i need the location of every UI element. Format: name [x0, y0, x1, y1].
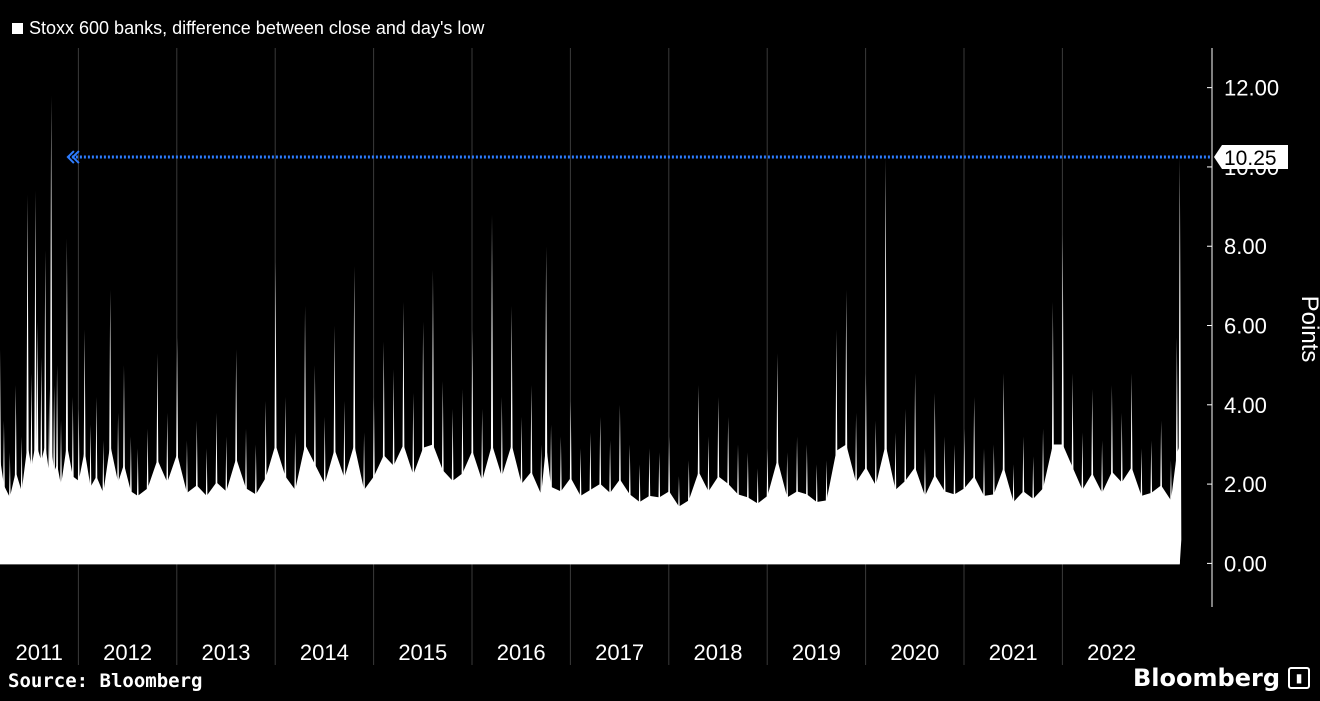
brand-logo: Bloomberg ▮	[1133, 664, 1310, 692]
x-tick-label-2012: 2012	[103, 640, 152, 665]
brand-name: Bloomberg	[1133, 664, 1280, 692]
y-axis-title: Points	[1296, 296, 1320, 363]
legend-label: Stoxx 600 banks, difference between clos…	[29, 18, 485, 38]
reference-arrow-icon	[66, 150, 80, 164]
vertical-gridlines	[77, 48, 1063, 665]
x-tick-label-2011: 2011	[16, 640, 63, 665]
legend-swatch	[12, 23, 23, 34]
y-tick-label-12.00: 12.00	[1224, 76, 1279, 101]
y-tick-label-2.00: 2.00	[1224, 472, 1267, 497]
series-base	[0, 444, 1180, 564]
x-tick-label-2013: 2013	[202, 640, 251, 665]
x-tick-label-2022: 2022	[1087, 640, 1136, 665]
legend: Stoxx 600 banks, difference between clos…	[12, 18, 484, 39]
reference-label: 10.25	[1214, 145, 1288, 170]
x-axis-labels: 2011 2012 2013 2014 2015 2016 2017 2018 2019 2020…	[16, 640, 1137, 665]
y-tick-label-6.00: 6.00	[1224, 314, 1267, 339]
arrow-stroke-2	[71, 150, 80, 164]
arrow-stroke-1	[66, 150, 75, 164]
x-tick-label-2020: 2020	[890, 640, 939, 665]
x-tick-label-2014: 2014	[300, 640, 349, 665]
x-tick-label-2018: 2018	[694, 640, 743, 665]
x-tick-label-2016: 2016	[497, 640, 546, 665]
x-tick-label-2015: 2015	[398, 640, 447, 665]
y-tick-label-8.00: 8.00	[1224, 234, 1267, 259]
x-tick-label-2021: 2021	[989, 640, 1038, 665]
y-tick-label-0.00: 0.00	[1224, 551, 1267, 576]
series-area	[0, 95, 1182, 564]
reference-label-text: 10.25	[1224, 147, 1277, 170]
bar-chart-icon: ▮	[1288, 667, 1310, 689]
x-tick-label-2019: 2019	[792, 640, 841, 665]
x-tick-label-2017: 2017	[595, 640, 644, 665]
reference-label-bg	[1214, 145, 1288, 170]
source-note: Source: Bloomberg	[8, 670, 203, 692]
y-tick-label-4.00: 4.00	[1224, 393, 1267, 418]
